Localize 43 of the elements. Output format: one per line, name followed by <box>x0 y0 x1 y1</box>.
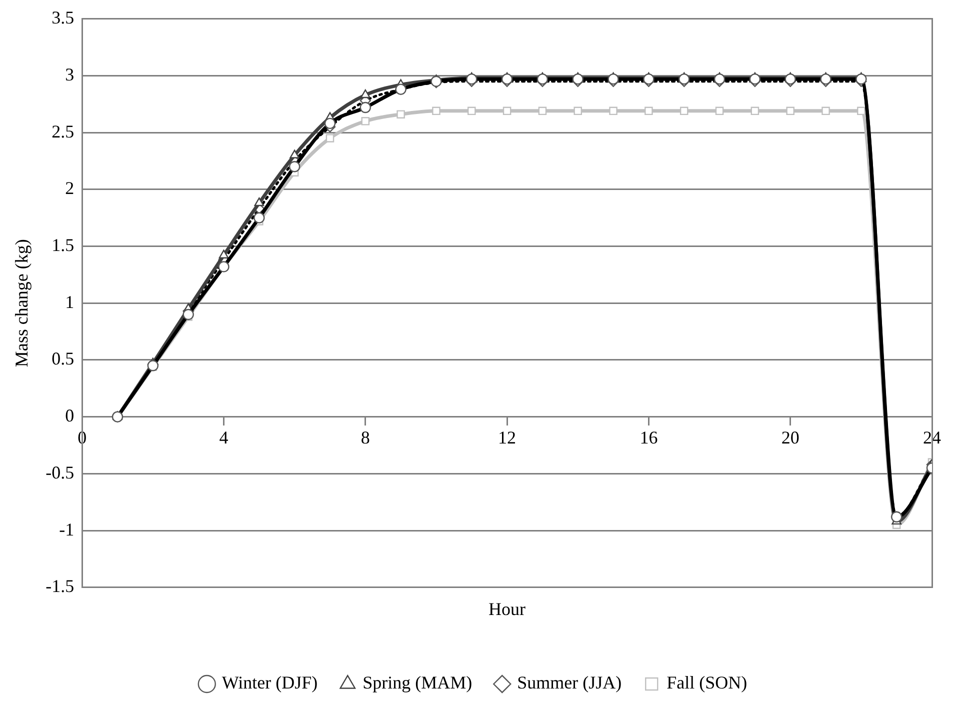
point <box>502 106 512 116</box>
x-tick-label: 8 <box>360 427 370 448</box>
point <box>326 134 334 142</box>
y-tick-label: 1 <box>65 292 74 312</box>
x-tick-label: 16 <box>640 427 658 448</box>
y-tick-label: 0 <box>65 406 74 426</box>
x-tick-label: 4 <box>219 427 228 448</box>
point <box>361 117 370 126</box>
y-tick-label: 3.5 <box>52 8 74 28</box>
x-axis-title: Hour <box>488 598 526 619</box>
y-axis-title: Mass change (kg) <box>12 239 32 368</box>
y-tick-label: -0.5 <box>46 462 74 482</box>
point <box>750 106 760 116</box>
point <box>254 197 264 206</box>
point <box>786 106 794 116</box>
point <box>857 106 866 116</box>
point <box>360 89 370 98</box>
point <box>468 106 476 116</box>
x-tick-label: 12 <box>498 427 516 448</box>
point <box>680 106 688 116</box>
y-tick-label: 2 <box>65 178 74 198</box>
legend-label: Winter (DJF) <box>222 672 318 693</box>
y-tick-label: 0.5 <box>52 348 74 369</box>
point <box>822 106 830 116</box>
point <box>396 110 405 118</box>
legend-label: Spring (MAM) <box>362 672 472 693</box>
point <box>432 106 440 116</box>
point <box>715 106 724 116</box>
x-tick-label: 24 <box>923 427 941 448</box>
y-tick-label: 2.5 <box>52 121 74 142</box>
point <box>574 106 582 116</box>
x-tick-label: 20 <box>781 427 800 448</box>
point <box>644 106 653 116</box>
y-tick-label: 3 <box>65 64 74 84</box>
y-tick-label: -1 <box>59 519 74 540</box>
point <box>609 106 618 116</box>
point <box>290 150 300 158</box>
legend-label: Summer (JJA) <box>517 672 622 693</box>
point <box>218 250 229 258</box>
point <box>538 106 547 116</box>
legend-label: Fall (SON) <box>666 672 748 693</box>
y-tick-label: 1.5 <box>52 234 74 255</box>
y-tick-label: -1.5 <box>46 576 74 596</box>
